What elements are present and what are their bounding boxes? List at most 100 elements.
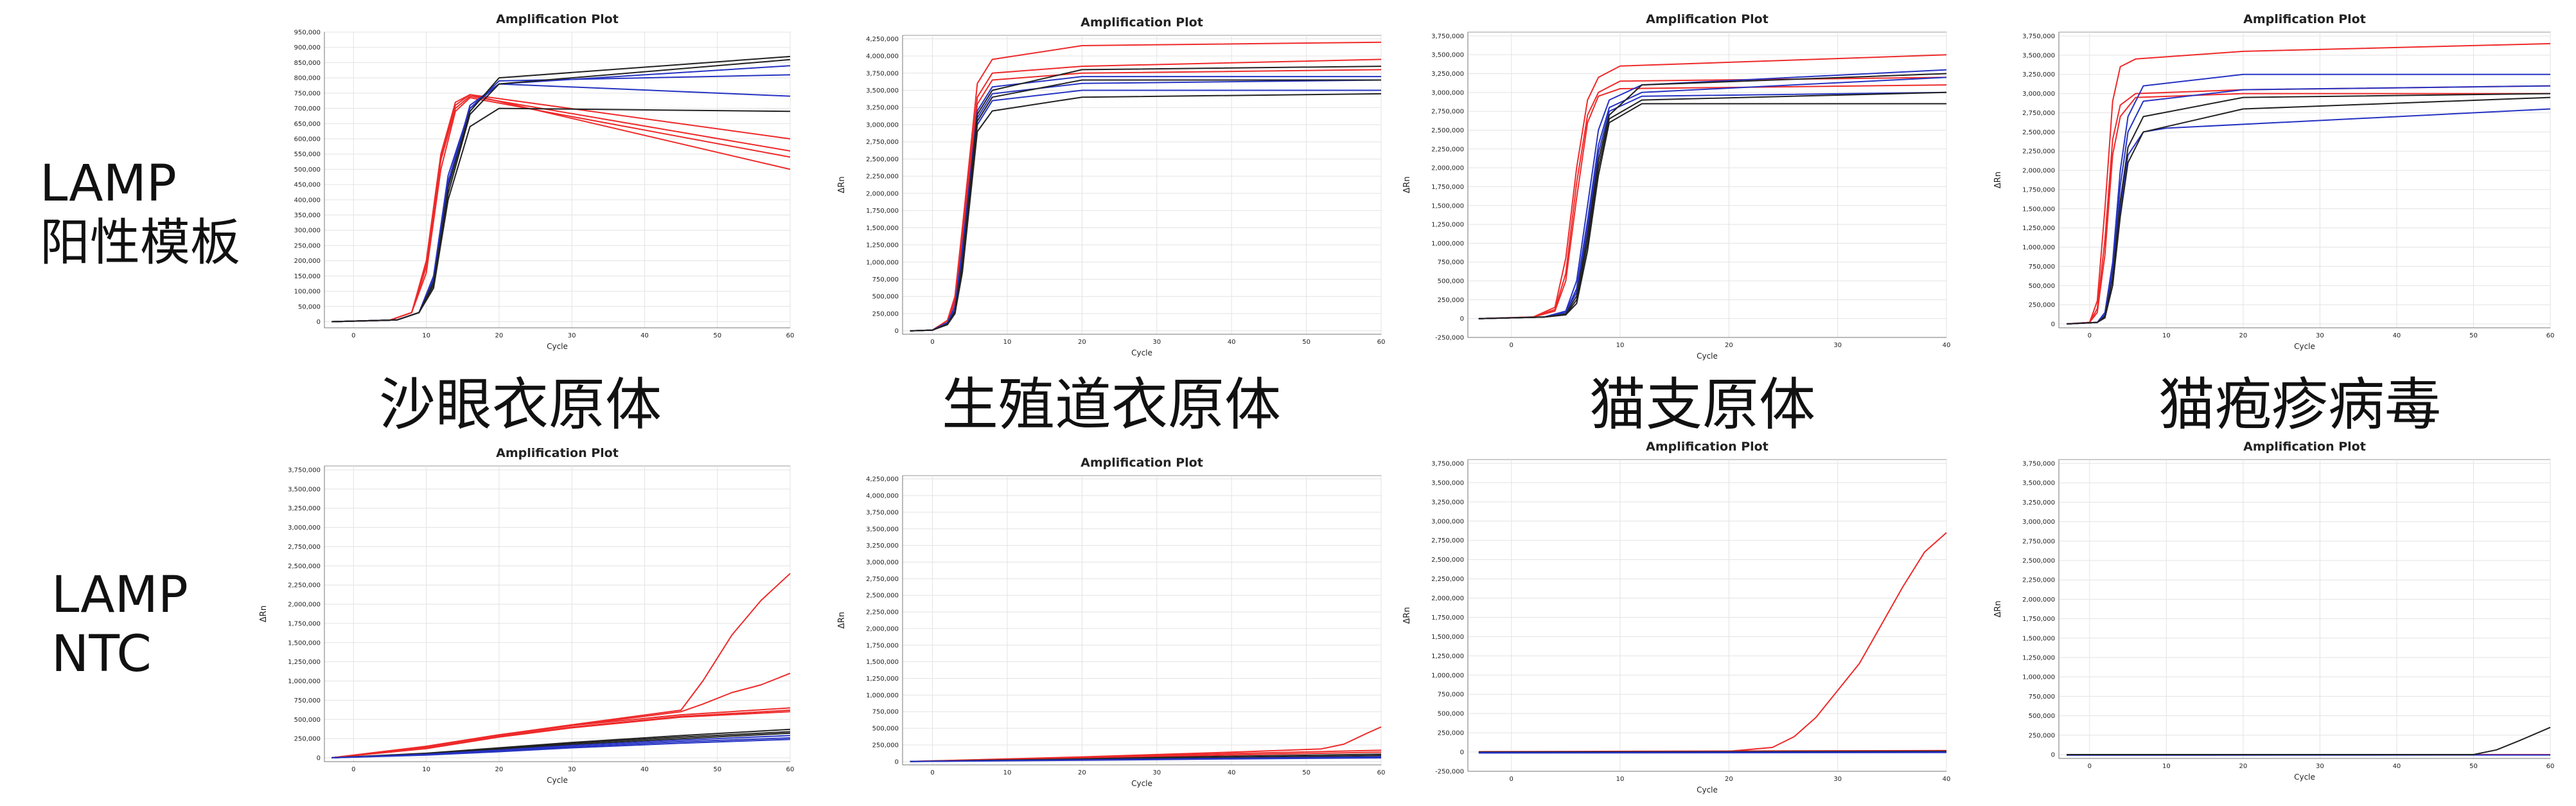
y-tick-label: -250,000 (1435, 335, 1464, 342)
y-tick-label: 0 (1460, 749, 1464, 757)
amplification-plot-4: Amplification Plot 0 250,000 500,000 750,000… (1993, 12, 2554, 351)
y-tick-label: 1,500,000 (1431, 202, 1464, 210)
x-axis-label: Cycle (547, 342, 568, 351)
x-tick-label: 40 (1943, 342, 1951, 349)
y-tick-label: 1,750,000 (866, 208, 899, 215)
y-tick-label: 950,000 (294, 30, 321, 37)
y-tick-label: 1,750,000 (866, 642, 899, 649)
y-tick-label: 2,500,000 (1431, 127, 1464, 134)
series-line (331, 107, 791, 323)
y-tick-label: 2,750,000 (2022, 110, 2055, 117)
y-tick-label: 3,250,000 (2022, 499, 2055, 506)
plot-area (324, 465, 791, 762)
y-tick-label: 1,000,000 (288, 678, 321, 685)
y-tick-label: 1,000,000 (866, 259, 899, 266)
y-tick-label: 2,000,000 (866, 190, 899, 197)
y-tick-label: 250,000 (294, 242, 321, 249)
x-tick-label: 30 (568, 332, 576, 339)
y-tick-label: 350,000 (294, 212, 321, 219)
x-tick-label: 60 (786, 766, 795, 773)
amplification-plot-6: Amplification Plot 0 250,000 500,000 750,000… (837, 456, 1386, 788)
y-tick-label: 2,500,000 (288, 563, 321, 570)
y-tick-label: 500,000 (1438, 278, 1464, 285)
y-tick-label: 850,000 (294, 60, 321, 67)
series-line (1478, 84, 1947, 319)
y-axis-label: ΔRn (837, 176, 847, 193)
y-tick-label: 2,500,000 (866, 156, 899, 163)
y-tick-label: 1,750,000 (1431, 614, 1464, 622)
x-axis-label: Cycle (1131, 779, 1152, 788)
y-tick-label: 3,750,000 (2022, 33, 2055, 40)
y-tick-label: 2,750,000 (1431, 537, 1464, 544)
y-tick-label: 1,000,000 (2022, 244, 2055, 251)
y-tick-label: 2,000,000 (2022, 596, 2055, 604)
y-tick-label: 3,000,000 (866, 559, 899, 566)
plot-area (902, 35, 1382, 335)
y-tick-label: 1,250,000 (2022, 225, 2055, 232)
y-tick-label: 2,750,000 (2022, 538, 2055, 545)
x-tick-label: 20 (1078, 339, 1086, 346)
row-label-positive-line1: LAMP (40, 155, 177, 213)
chart-title: Amplification Plot (1081, 15, 1203, 30)
y-tick-label: 3,000,000 (1431, 89, 1464, 96)
y-tick-label: 750,000 (1438, 259, 1464, 266)
column-label-4: 猫疱疹病毒 (2158, 372, 2441, 438)
y-tick-label: 3,500,000 (866, 526, 899, 533)
x-tick-label: 0 (930, 339, 934, 346)
y-tick-label: 2,250,000 (2022, 577, 2055, 584)
y-tick-label: 1,500,000 (288, 640, 321, 647)
y-tick-label: 500,000 (2029, 713, 2055, 720)
y-tick-label: 3,000,000 (866, 121, 899, 129)
y-tick-label: 2,750,000 (1431, 109, 1464, 116)
x-tick-label: 10 (2162, 332, 2171, 339)
amplification-plot-5: Amplification Plot 0 250,000 500,000 750,000… (259, 446, 795, 785)
y-tick-label: 3,000,000 (1431, 518, 1464, 525)
plot-area (902, 475, 1382, 766)
row-label-positive-line2: 阳性模板 (40, 214, 241, 272)
amplification-plot-3: Amplification Plot -250,000 0 250,000 500,00… (1402, 12, 1951, 361)
y-tick-label: 2,500,000 (1431, 557, 1464, 564)
y-tick-label: 4,250,000 (866, 476, 899, 483)
x-tick-label: 60 (1377, 339, 1386, 346)
y-tick-label: 3,000,000 (2022, 519, 2055, 526)
x-tick-label: 10 (2162, 763, 2171, 770)
y-tick-label: 1,250,000 (2022, 654, 2055, 661)
y-tick-label: 1,000,000 (1431, 240, 1464, 247)
y-tick-label: 0 (2051, 751, 2055, 758)
x-tick-label: 10 (1616, 342, 1625, 349)
x-axis-label: Cycle (547, 776, 568, 785)
y-tick-label: 500,000 (1438, 711, 1464, 718)
y-tick-label: 150,000 (294, 273, 321, 280)
x-axis-label: Cycle (2294, 773, 2315, 782)
chart-title: Amplification Plot (496, 446, 619, 460)
x-tick-label: 40 (640, 332, 649, 339)
x-tick-label: 20 (1725, 342, 1733, 349)
y-axis-label: ΔRn (1402, 176, 1412, 193)
chart-title: Amplification Plot (2243, 440, 2366, 454)
row-label-ntc-line1: LAMP (51, 566, 188, 624)
y-tick-label: 3,500,000 (2022, 480, 2055, 487)
series-line (1478, 532, 1947, 753)
x-tick-label: 30 (568, 766, 576, 773)
y-tick-label: 1,750,000 (288, 620, 321, 627)
y-tick-label: 250,000 (872, 310, 899, 318)
y-tick-label: 0 (2051, 321, 2055, 328)
y-tick-label: 1,250,000 (288, 659, 321, 666)
y-tick-label: 800,000 (294, 75, 321, 82)
row-label-ntc-line2: NTC (51, 625, 152, 683)
y-tick-label: 3,750,000 (1431, 460, 1464, 467)
y-tick-label: 750,000 (294, 90, 321, 97)
y-axis-label: ΔRn (1993, 600, 2003, 617)
x-tick-label: 30 (1833, 776, 1842, 783)
x-tick-label: 10 (422, 766, 430, 773)
y-tick-label: -250,000 (1435, 769, 1464, 776)
x-tick-label: 60 (1377, 769, 1386, 776)
amplification-plot-8: Amplification Plot 0 250,000 500,000 750,000… (1993, 440, 2554, 782)
column-label-3: 猫支原体 (1589, 372, 1815, 438)
x-tick-label: 10 (1616, 776, 1625, 783)
plot-area (2058, 31, 2551, 328)
x-tick-label: 0 (930, 769, 934, 776)
y-tick-label: 3,750,000 (2022, 461, 2055, 468)
y-tick-label: 3,250,000 (1431, 71, 1464, 78)
y-tick-label: 750,000 (294, 697, 321, 704)
